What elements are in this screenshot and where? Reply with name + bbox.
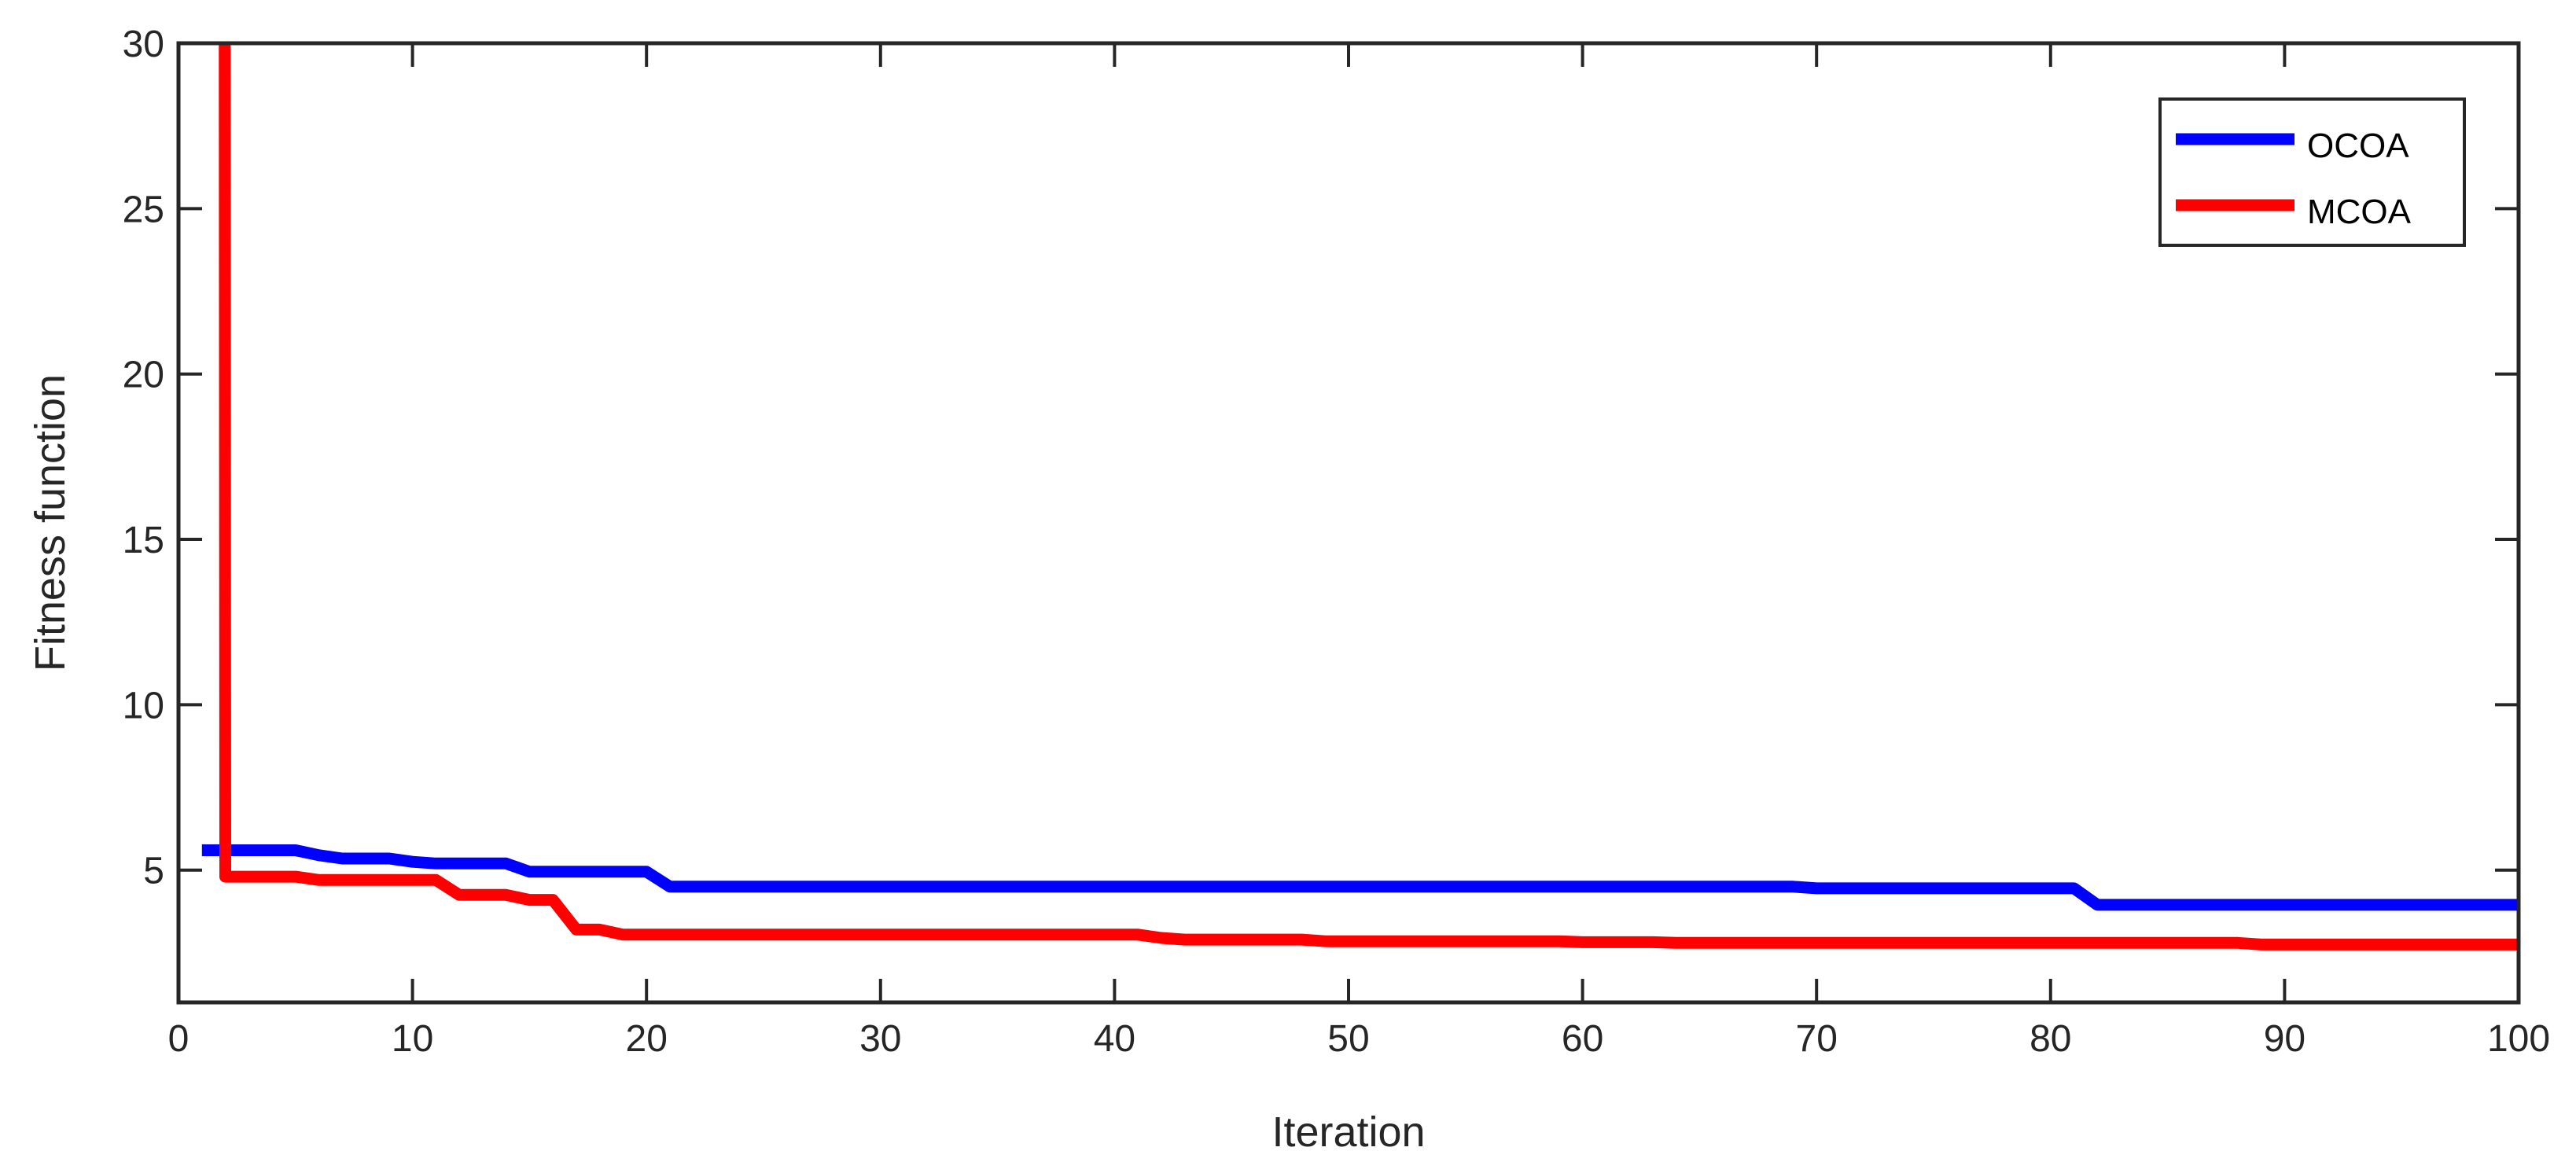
legend-box (2158, 97, 2466, 247)
x-tick-label: 40 (1094, 1018, 1135, 1060)
x-tick-label: 20 (626, 1018, 668, 1060)
x-tick-label: 0 (168, 1018, 190, 1060)
series-layer (201, 43, 2519, 951)
y-tick-label: 15 (123, 520, 164, 561)
x-tick-label: 90 (2264, 1018, 2306, 1060)
x-tick-label: 80 (2030, 1018, 2071, 1060)
y-axis-label: Fitness function (27, 374, 74, 671)
x-axis-label: Iteration (1271, 1109, 1425, 1156)
legend: OCOA MCOA (2158, 97, 2466, 247)
y-tick-label: 30 (123, 24, 164, 65)
series-line-mcoa (219, 43, 2519, 951)
legend-label-ocoa: OCOA (2307, 127, 2409, 165)
x-tick-label: 100 (2487, 1018, 2550, 1060)
x-tick-label: 60 (1562, 1018, 1603, 1060)
x-tick-label: 30 (859, 1018, 901, 1060)
series-line-ocoa (201, 844, 2519, 911)
x-tick-label: 10 (392, 1018, 433, 1060)
legend-label-mcoa: MCOA (2307, 193, 2412, 231)
x-tick-label: 70 (1796, 1018, 1838, 1060)
y-tick-label: 25 (123, 189, 164, 230)
y-tick-label: 5 (143, 851, 164, 892)
x-tick-label: 50 (1327, 1018, 1369, 1060)
ticks-layer: 0 10 20 30 40 50 60 70 80 90 100 5 10 15 20 25 30 (123, 24, 2550, 1060)
y-tick-label: 20 (123, 355, 164, 396)
y-tick-label: 10 (123, 685, 164, 726)
